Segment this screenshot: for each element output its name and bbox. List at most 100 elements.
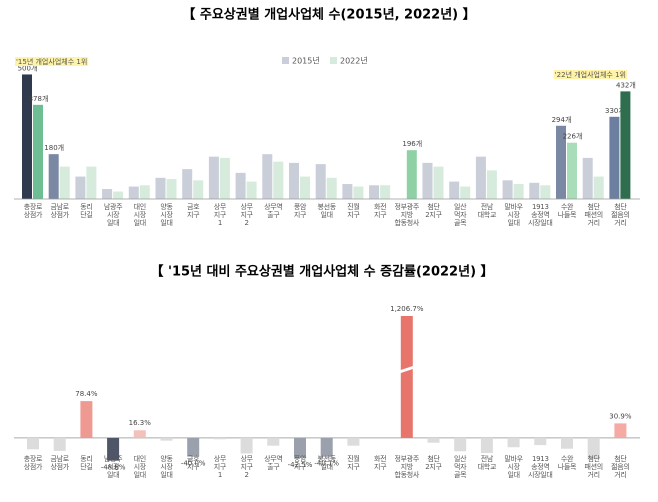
axis-break [397,364,416,374]
bar [182,169,193,199]
x-tick-label: 화전 지구 [373,455,387,471]
bar [139,185,150,199]
x-tick-label: 상무역 출구 [264,455,283,471]
x-tick-label: 화전 지구 [373,203,387,219]
x-tick-label: 첨단 패션의 거리 [584,455,603,479]
bar [80,401,93,438]
bar [620,91,631,199]
x-tick-label: 남광주 시장 일대 [103,203,123,227]
x-tick-label: 1913 송정역 시장일대 [528,455,553,479]
x-tick-label: 봉선동 일대 [317,203,336,219]
bar [294,437,306,458]
bar [422,162,433,199]
x-tick-label: 정부광주 지방 합동청사 [394,455,420,479]
bar [193,180,204,199]
x-tick-label: 동리 단길 [80,455,93,471]
value-label: 196개 [402,139,422,148]
value-label: 16.3% [129,419,152,427]
x-tick-label: 충장로 상점가 [23,203,43,219]
x-tick-label: 양동 시장 일대 [160,203,173,227]
value-label: -42.5% [288,461,313,469]
bar [582,157,593,199]
x-tick-label: 첨단 젊음의 거리 [611,203,630,227]
value-label: 378개 [29,94,49,103]
x-tick-label: 일산 먹자 골목 [454,455,467,479]
bar [427,437,440,443]
bar [27,437,39,450]
bar [208,156,219,199]
value-label: -48.6% [101,464,126,472]
x-tick-label: 금호 지구 [187,203,200,219]
chart-title: 【 주요상권별 개업사업체 수(2015년, 2022년) 】 [182,7,475,23]
bar [326,177,337,199]
bar [567,142,577,199]
x-tick-label: 수완 나들목 [557,203,577,219]
x-tick-label: 양동 시장 일대 [160,455,173,479]
bar [160,437,173,441]
bar [353,186,364,199]
x-tick-label: 진월 지구 [347,203,360,219]
x-tick-label: 수완 나들목 [557,455,577,471]
bar [75,176,86,199]
bar [614,423,627,438]
bar [48,154,59,199]
bar [380,185,391,199]
value-label: 78.4% [75,390,98,398]
x-tick-label: 상무 지구 2 [240,455,253,479]
bar [102,189,113,199]
x-tick-label: 정부광주 지방 합동청사 [394,203,420,227]
bar [433,166,444,199]
bar [59,166,70,199]
chart-title: 【 '15년 대비 주요상권별 개업사업체 수 증감률(2022년) 】 [150,264,493,280]
x-tick-label: 남광주 시장 일대 [103,455,123,479]
x-tick-label: 첨단 2지구 [425,203,442,219]
annotation: '15년 개업사업체수 1위 [16,57,87,66]
bar [187,437,200,457]
value-label: 294개 [552,115,572,124]
annotation-box [553,70,627,79]
value-label: 432개 [616,80,636,89]
x-tick-label: 금남로 상점가 [50,203,69,219]
bar [86,166,97,199]
x-tick-label: 말바우 시장 일대 [504,203,523,227]
bar [561,437,573,449]
bar [262,154,273,199]
x-tick-label: 첨단 패션의 거리 [584,203,603,227]
annotation-box [15,57,89,66]
bar [534,437,547,446]
legend-swatch [282,57,289,64]
legend-label: 2022년 [340,56,368,66]
bar [556,125,566,199]
bar [155,177,166,199]
annotation: '22년 개업사업체수 1위 [555,70,626,79]
bar [406,150,417,199]
bar [400,316,413,438]
legend-label: 2015년 [292,56,320,66]
bar [166,179,177,199]
x-tick-label: 말바우 시장 일대 [504,455,523,479]
bar [300,176,310,199]
x-tick-label: 상무역 출구 [264,203,283,219]
x-tick-label: 일산 먹자 골목 [454,203,467,227]
bar [342,184,353,199]
bar [320,437,333,457]
bar [507,437,520,448]
bar [593,176,604,199]
bar [587,437,600,460]
value-label: 180개 [44,143,64,152]
bar [454,437,467,452]
bar [609,116,620,199]
x-tick-label: 동리 단길 [80,203,93,219]
x-tick-label: 진월 지구 [347,455,360,471]
bar [267,437,280,446]
bar [289,162,299,199]
bar [513,184,524,199]
bar [128,186,139,199]
bar [480,437,493,454]
bar [219,157,230,199]
x-tick-label: 전남 대학교 [477,203,497,219]
x-tick-label: 상무 지구 1 [213,455,227,479]
value-label: 500개 [18,63,38,72]
